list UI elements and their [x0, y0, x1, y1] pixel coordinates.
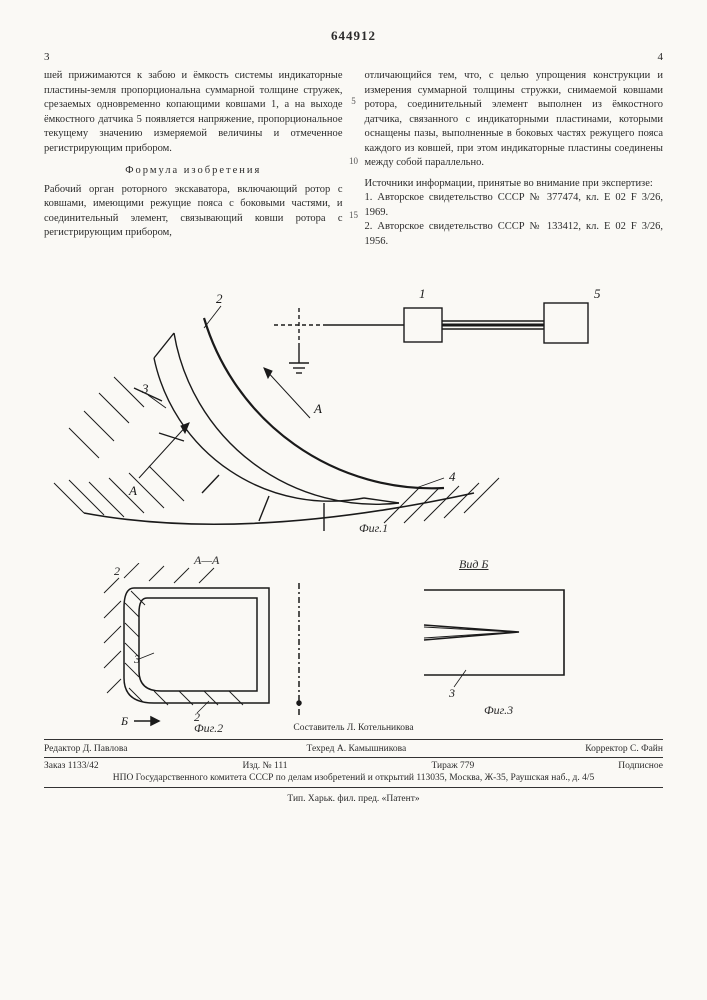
paragraph: шей прижимаются к забою и ёмкость систем…	[44, 69, 343, 156]
izd-number: Изд. № 111	[243, 761, 288, 771]
line-number: 10	[349, 156, 358, 166]
paragraph: отличающийся тем, что, с целью упрощения…	[365, 69, 664, 170]
callout: Б	[120, 714, 128, 728]
source-entry: 2. Авторское свидетельство СССР № 133412…	[365, 220, 664, 249]
page-number-right: 4	[365, 50, 664, 65]
figure-label: Фиг.1	[359, 521, 388, 536]
left-column: 3 шей прижимаются к забою и ёмкость сист…	[44, 50, 343, 249]
document-number: 644912	[44, 28, 663, 44]
source-entry: 1. Авторское свидетельство СССР № 377474…	[365, 191, 664, 220]
two-column-text: 5 10 15 3 шей прижимаются к забою и ёмко…	[44, 50, 663, 249]
corrector: Корректор С. Файн	[585, 744, 663, 754]
page-number-left: 3	[44, 50, 343, 65]
callout: 4	[449, 469, 456, 484]
figures-block: 1 2 3 4 5 A А Фиг.1 А—А	[44, 263, 663, 723]
figure-3-title: Вид Б	[459, 557, 488, 572]
formula-heading: Формула изобретения	[44, 164, 343, 178]
callout: 2	[216, 291, 223, 306]
page: 644912 5 10 15 3 шей прижимаются к забою…	[0, 0, 707, 1000]
printer-line: Тип. Харьк. фил. пред. «Патент»	[44, 794, 663, 804]
figure-label: Фиг.2	[194, 721, 223, 736]
line-number: 5	[351, 96, 356, 106]
subscription: Подписное	[618, 761, 663, 771]
section-mark: A	[128, 483, 137, 498]
sources-heading: Источники информации, принятые во вниман…	[365, 177, 664, 191]
callout: 1	[419, 286, 426, 301]
footer-block: Редактор Д. Павлова Техред А. Камышников…	[44, 739, 663, 788]
order-number: Заказ 1133/42	[44, 761, 99, 771]
right-column: 4 отличающийся тем, что, с целью упрощен…	[365, 50, 664, 249]
figure-2: 2 3 2 Б	[99, 563, 329, 728]
paragraph: Рабочий орган роторного экскаватора, вкл…	[44, 183, 343, 241]
figure-1: 1 2 3 4 5 A А	[44, 263, 664, 543]
editor: Редактор Д. Павлова	[44, 744, 127, 754]
figure-3: 3	[404, 575, 584, 705]
callout: 5	[594, 286, 601, 301]
callout: 2	[114, 564, 120, 578]
line-number: 15	[349, 210, 358, 220]
section-mark: А	[313, 401, 322, 416]
techred: Техред А. Камышникова	[307, 744, 407, 754]
callout: 3	[133, 652, 140, 666]
tirazh: Тираж 779	[431, 761, 474, 771]
figure-label: Фиг.3	[484, 703, 513, 718]
organization: НПО Государственного комитета СССР по де…	[44, 773, 663, 783]
callout: 3	[448, 686, 455, 700]
callout: 3	[141, 381, 149, 396]
